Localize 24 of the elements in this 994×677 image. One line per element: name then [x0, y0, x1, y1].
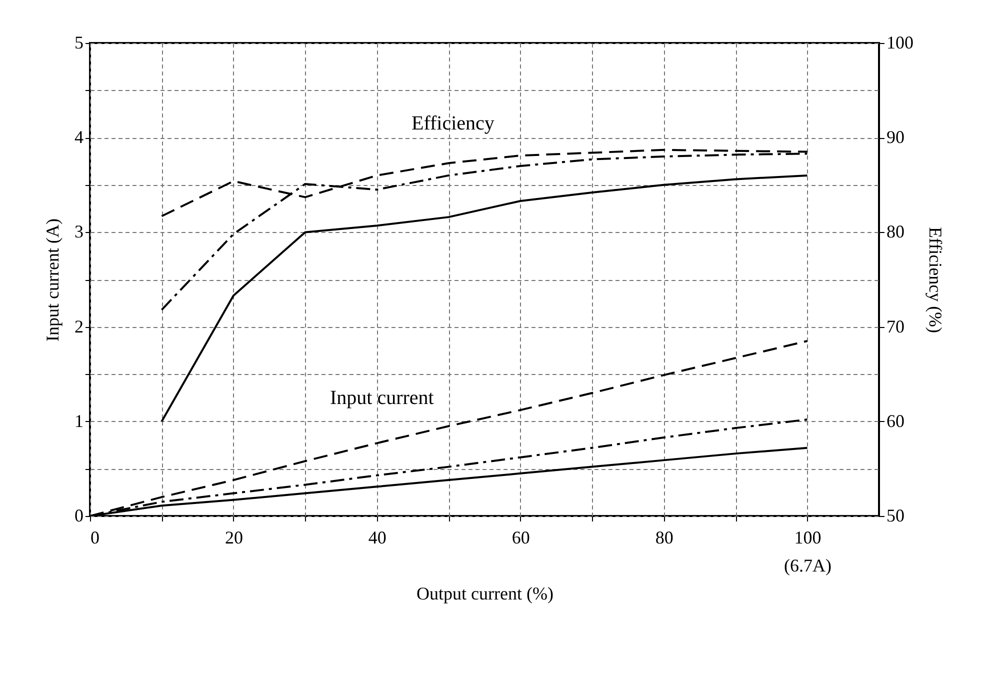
y2-tick-label: 60 — [886, 410, 904, 431]
x-axis-title: Output current (%) — [416, 584, 554, 604]
y-tick-label: 5 — [74, 32, 84, 52]
y-tick-label: 0 — [74, 506, 84, 526]
y-tick-label: 4 — [74, 127, 84, 148]
x-tick-label: 80 — [655, 528, 674, 548]
x-tick-label: 20 — [224, 528, 243, 548]
x-tick-label: 0 — [90, 528, 100, 548]
x-tick-label: 60 — [512, 528, 530, 548]
y-axis-title: Input current (A) — [42, 218, 62, 342]
line-series — [160, 174, 808, 422]
y-tick-label: 1 — [74, 410, 84, 431]
y2-tick-label: 100 — [886, 32, 914, 52]
y-tick-label: 2 — [74, 316, 84, 336]
y-tick-label: 3 — [74, 222, 84, 242]
y2-axis-title: Efficiency (%) — [926, 226, 946, 334]
x-tick-label: 100 (6.7A) — [784, 528, 832, 576]
annotation: Input current — [330, 386, 434, 409]
annotation: Efficiency — [411, 112, 494, 134]
y2-tick-label: 70 — [886, 316, 904, 336]
y2-tick-label: 50 — [886, 506, 904, 526]
y2-tick-label: 80 — [886, 222, 904, 242]
y2-tick-label: 90 — [886, 127, 904, 148]
x-tick-label: 40 — [368, 528, 386, 548]
